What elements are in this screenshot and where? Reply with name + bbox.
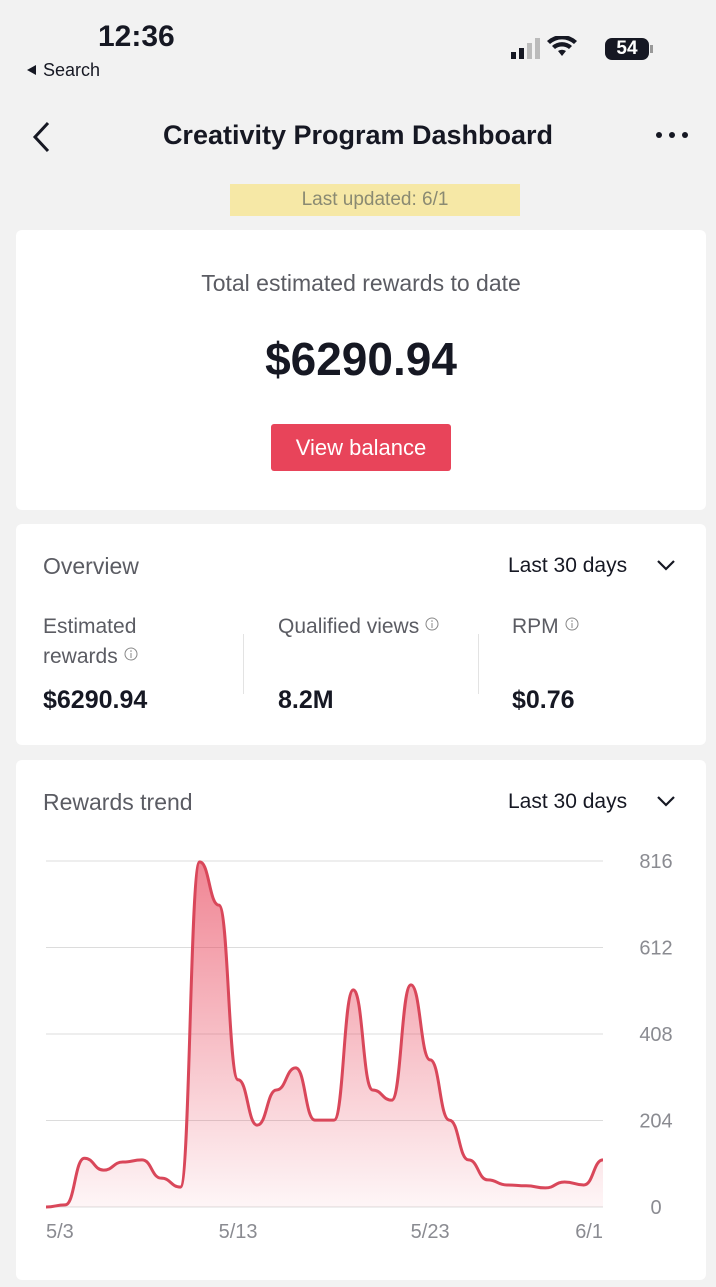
summary-label: Total estimated rewards to date (201, 270, 521, 296)
divider (478, 634, 479, 694)
y-tick-label: 0 (650, 1197, 661, 1219)
overview-title: Overview (43, 553, 139, 579)
info-icon[interactable] (425, 617, 439, 631)
trend-card: Rewards trend Last 30 days 0 204 408 612 816… (16, 760, 706, 1280)
back-link[interactable]: Search (43, 60, 101, 80)
last-updated: Last updated: 6/1 (230, 184, 520, 216)
page-title: Creativity Program Dashboard (162, 120, 554, 150)
more-menu[interactable] (654, 128, 690, 142)
x-tick-label: 6/1 (575, 1221, 603, 1243)
x-tick-label: 5/23 (411, 1221, 450, 1243)
metric-label-text: Estimated rewards (43, 615, 137, 668)
view-balance-button[interactable]: View balance (271, 424, 451, 471)
metric-label-text: RPM (512, 615, 559, 638)
y-tick-label: 408 (639, 1024, 672, 1046)
line (45, 860, 604, 1209)
x-tick-label: 5/13 (219, 1221, 258, 1243)
y-tick-label: 612 (639, 938, 672, 960)
divider (243, 634, 244, 694)
metric-value: $6290.94 (43, 686, 148, 714)
metric-label: Qualified views (278, 612, 439, 642)
back-arrow-icon[interactable] (24, 63, 38, 77)
chart: 0 204 408 612 816 5/3 5/13 5/23 6/1 (45, 851, 673, 1243)
area (46, 861, 603, 1207)
battery-level: 54 (616, 38, 638, 59)
summary-amount: $6290.94 (265, 333, 457, 385)
summary-card: Total estimated rewards to date $6290.94… (16, 230, 706, 510)
range-selector[interactable]: Last 30 days (508, 790, 628, 813)
metric-label: RPM (512, 612, 579, 642)
metric-label: Estimated rewards (43, 612, 193, 672)
info-icon[interactable] (124, 647, 138, 661)
range-selector[interactable]: Last 30 days (508, 554, 628, 577)
y-tick-label: 204 (639, 1111, 672, 1133)
status-time: 12:36 (98, 20, 175, 53)
info-icon[interactable] (565, 617, 579, 631)
chart-title: Rewards trend (43, 789, 193, 815)
nav-back[interactable] (30, 120, 54, 154)
status-icons (511, 36, 653, 60)
x-tick-label: 5/3 (46, 1221, 74, 1243)
chevron[interactable] (656, 558, 676, 572)
metric-label-text: Qualified views (278, 615, 420, 638)
chevron[interactable] (656, 794, 676, 808)
y-tick-label: 816 (639, 851, 672, 873)
metric-value: $0.76 (512, 686, 575, 714)
metric-value: 8.2M (278, 686, 334, 714)
overview-card: Overview Last 30 days Estimated rewards … (16, 524, 706, 745)
